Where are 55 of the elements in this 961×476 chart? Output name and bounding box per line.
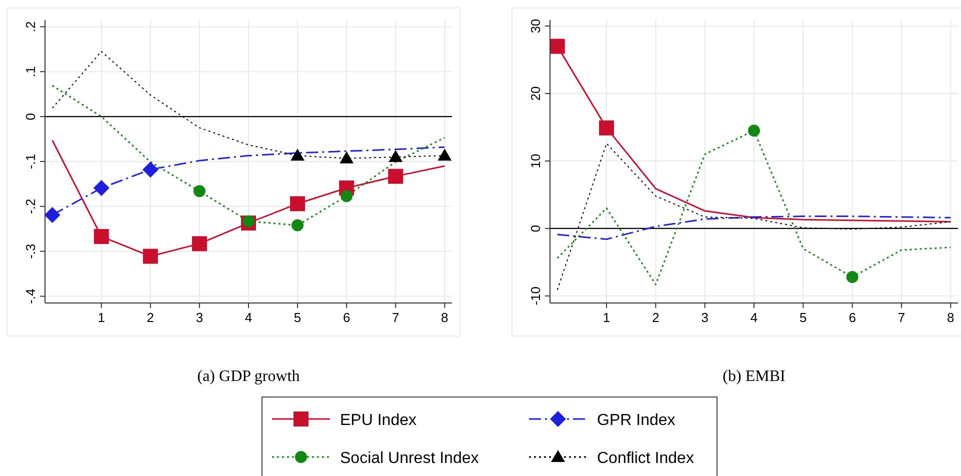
y-tick-label: 10: [528, 154, 543, 168]
point: [748, 124, 760, 137]
y-tick-label: -.1: [23, 154, 38, 170]
point: [94, 229, 109, 244]
point: [846, 271, 858, 284]
y-tick-label: 20: [528, 86, 543, 101]
point: [550, 38, 565, 54]
point: [388, 150, 403, 162]
x-tick-label: 3: [701, 310, 708, 325]
point: [242, 215, 254, 228]
point: [193, 185, 206, 198]
point: [388, 168, 404, 184]
legend-label: Social Unrest Index: [340, 450, 479, 467]
point: [142, 248, 158, 264]
y-tick-label: -10: [528, 286, 543, 306]
y-tick-label: -.3: [23, 244, 38, 259]
x-tick-label: 4: [750, 310, 758, 325]
point: [340, 151, 354, 164]
point: [599, 120, 614, 136]
point: [340, 190, 353, 202]
x-tick-label: 2: [652, 310, 660, 325]
x-tick-label: 5: [800, 310, 807, 325]
y-tick-label: 30: [528, 18, 543, 34]
x-tick-label: 3: [196, 310, 204, 325]
text: (b) EMBI: [722, 368, 786, 385]
y-tick-label: .1: [23, 66, 38, 78]
text: (a) GDP growth: [197, 368, 300, 385]
legend-label: Conflict Index: [597, 450, 694, 467]
x-tick-label: 7: [898, 310, 906, 325]
point: [438, 148, 452, 161]
x-tick-label: 2: [146, 310, 154, 325]
y-tick-label: 0: [23, 112, 38, 120]
x-tick-label: 1: [98, 310, 106, 325]
x-tick-label: 4: [244, 310, 252, 325]
x-tick-label: 8: [441, 310, 448, 325]
legend-label: EPU Index: [340, 412, 416, 429]
point: [292, 219, 304, 232]
point: [93, 180, 110, 196]
legend-label: GPR Index: [597, 412, 676, 429]
x-tick-label: 6: [342, 310, 350, 325]
x-tick-label: 6: [848, 310, 856, 325]
y-tick-label: -.4: [23, 288, 38, 304]
line-series: [556, 216, 952, 240]
x-tick-label: 8: [947, 310, 954, 325]
x-tick-label: 5: [294, 310, 302, 325]
point: [44, 206, 60, 223]
y-tick-label: .2: [23, 21, 38, 32]
y-tick-label: -.2: [23, 198, 38, 214]
x-tick-label: 1: [602, 310, 610, 325]
point: [142, 162, 158, 178]
x-tick-label: 7: [392, 310, 400, 325]
point: [290, 196, 306, 212]
point: [192, 236, 207, 252]
point: [290, 148, 305, 161]
y-tick-label: 0: [528, 224, 543, 232]
